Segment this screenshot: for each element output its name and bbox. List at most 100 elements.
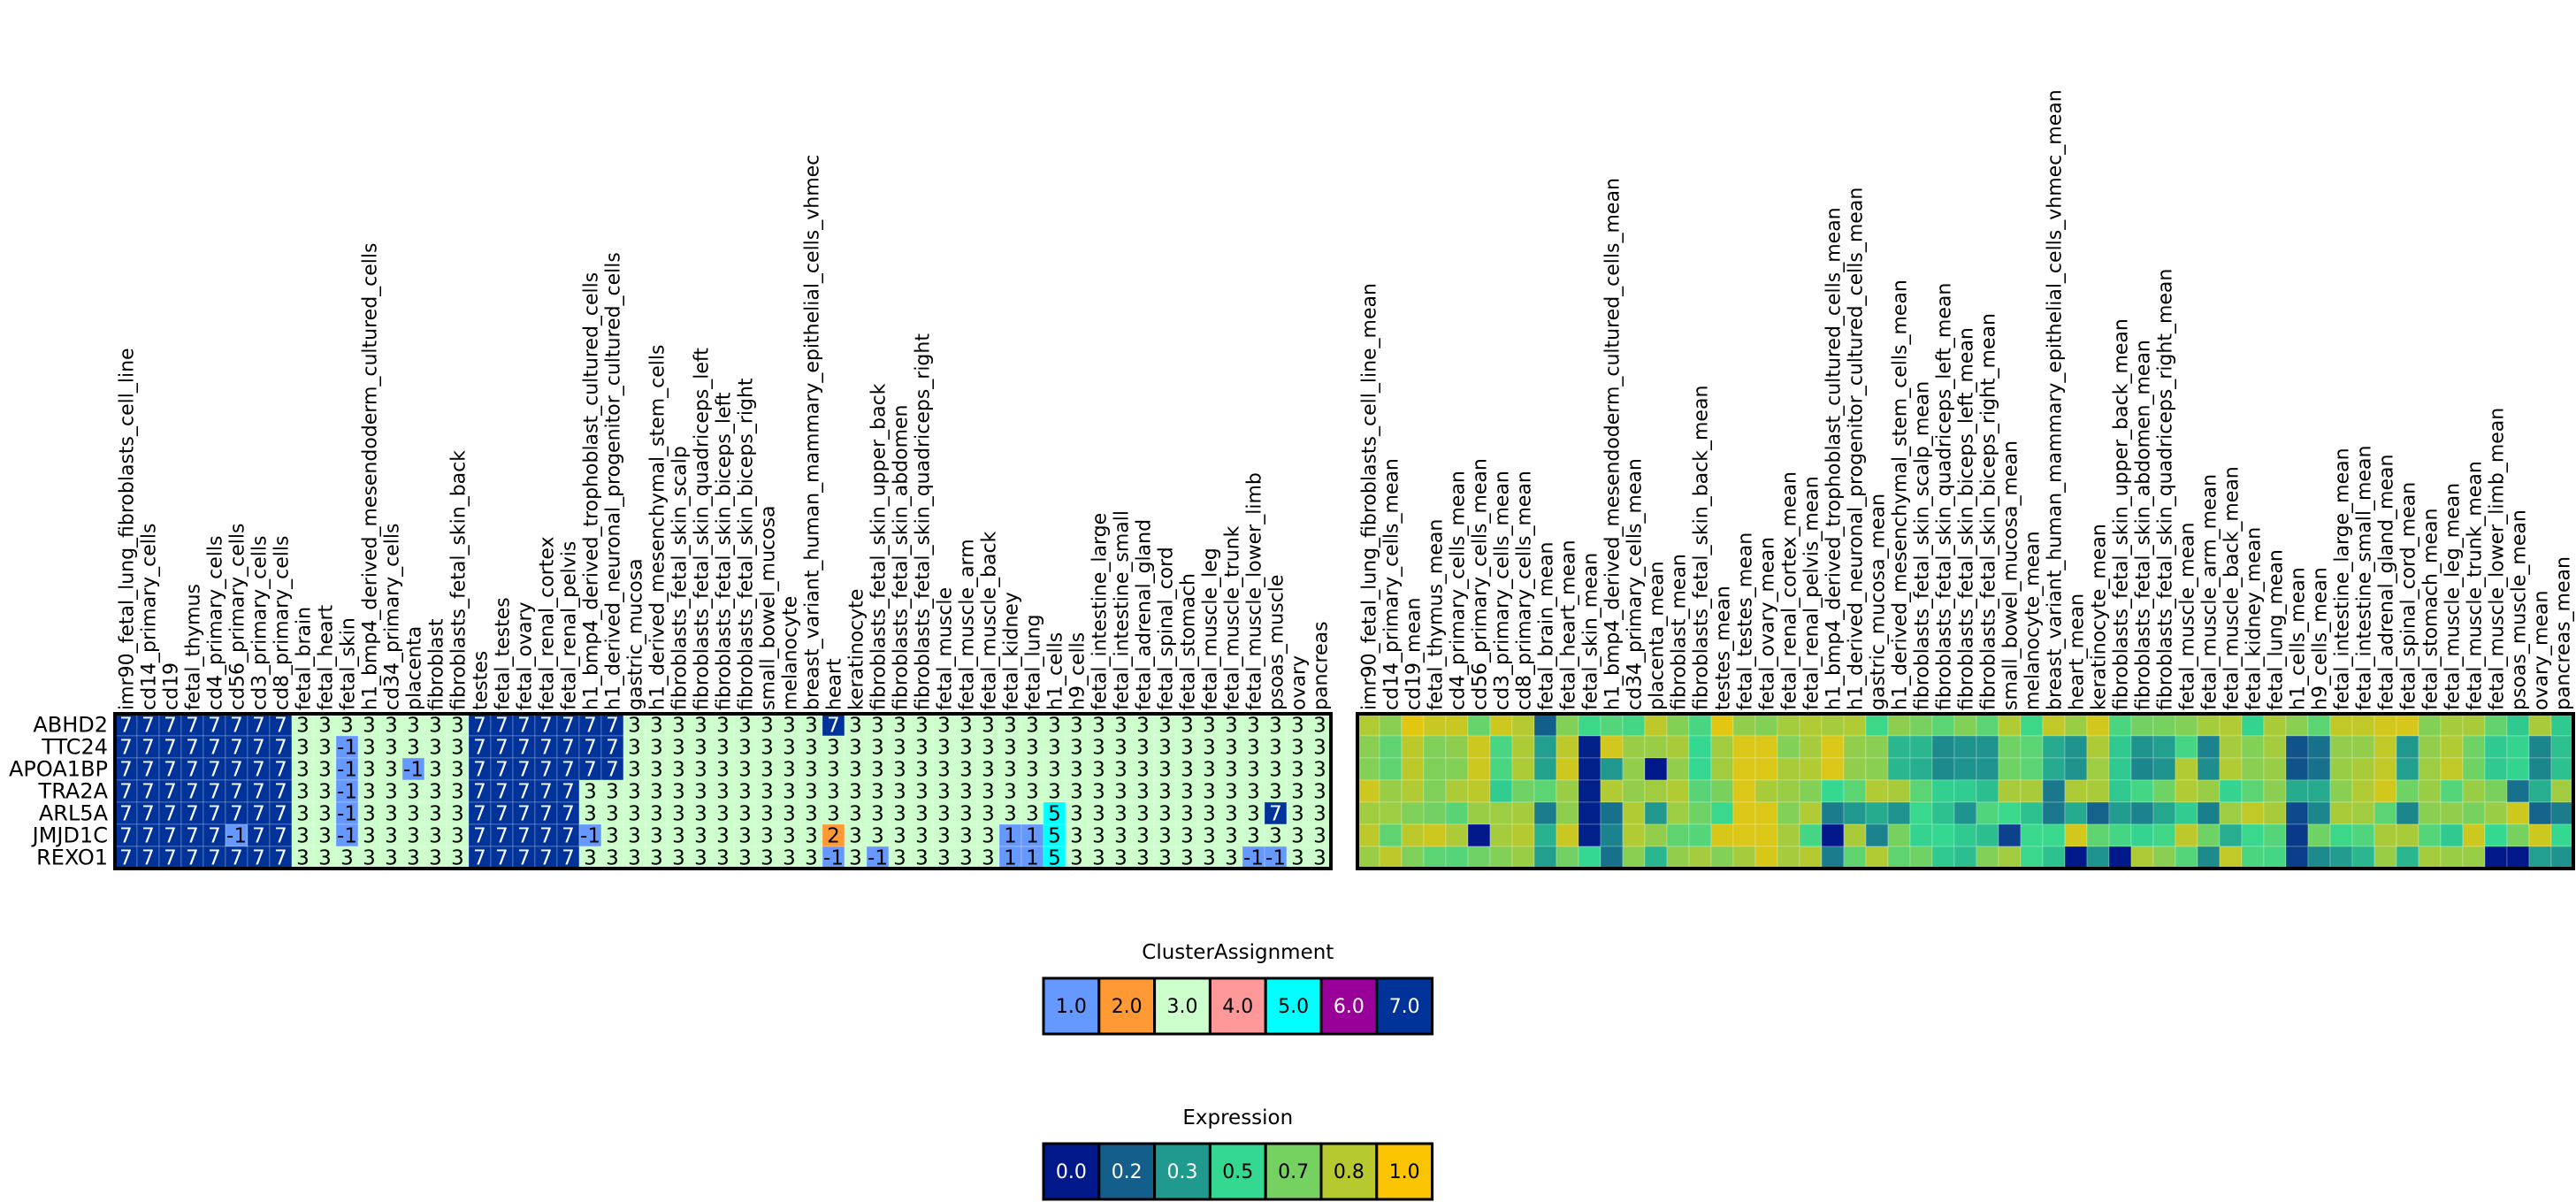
- heatmap-cell: [225, 846, 248, 869]
- cell-value: 3: [1181, 803, 1194, 826]
- heatmap-cell: [1821, 757, 1845, 781]
- heatmap-cell: [1732, 846, 1756, 869]
- cell-value: 7: [252, 781, 265, 804]
- heatmap-cell: [2130, 846, 2154, 869]
- cell-value: 3: [915, 847, 929, 870]
- cell-value: 3: [1114, 715, 1127, 738]
- cell-value: 7: [495, 737, 508, 760]
- cell-value: 3: [363, 715, 376, 738]
- column-label: fibroblasts_fetal_skin_biceps_right: [736, 378, 758, 710]
- column-label: small_bowel_mucosa: [758, 505, 780, 710]
- heatmap-cell: [2528, 801, 2552, 825]
- heatmap-cell: [910, 801, 934, 825]
- heatmap-cell: [2550, 801, 2574, 825]
- column-label: keratinocyte_mean: [2089, 524, 2111, 710]
- cell-value: 3: [1158, 781, 1172, 804]
- cell-value: 7: [230, 759, 243, 782]
- cell-value: 3: [849, 825, 862, 848]
- heatmap-cell: [2506, 757, 2530, 781]
- heatmap-cell: [2263, 846, 2287, 869]
- heatmap-cell: [1953, 823, 1977, 847]
- column-label: h1_bmp4_derived_trophoblast_cultured_cel…: [1823, 207, 1846, 710]
- cell-value: 3: [1136, 803, 1150, 826]
- cell-value: 3: [584, 847, 597, 870]
- cell-value: 3: [1004, 715, 1017, 738]
- cell-value: 3: [363, 803, 376, 826]
- cell-value: 3: [783, 737, 796, 760]
- cell-value: 3: [937, 803, 951, 826]
- cell-value: 3: [1136, 737, 1150, 760]
- heatmap-cell: [2064, 846, 2088, 869]
- heatmap-cell: [866, 757, 890, 781]
- cell-value: 7: [119, 847, 133, 870]
- column-label: cd4_primary_cells_mean: [1448, 471, 1470, 710]
- legend-label: 0.0: [1056, 1161, 1087, 1183]
- heatmap-cell: [2152, 713, 2176, 737]
- cell-value: 3: [1158, 825, 1172, 848]
- cell-value: 3: [1070, 803, 1083, 826]
- heatmap-border: [1356, 712, 2575, 870]
- cell-value: 3: [1225, 715, 1238, 738]
- heatmap-cell: [2020, 713, 2044, 737]
- heatmap-cell: [1887, 713, 1911, 737]
- cell-value: 3: [1092, 825, 1105, 848]
- heatmap-cell: [2329, 779, 2353, 803]
- heatmap-cell: [2329, 713, 2353, 737]
- cell-value: 3: [694, 825, 707, 848]
- cell-value: 3: [1136, 715, 1150, 738]
- heatmap-cell: [689, 846, 713, 869]
- heatmap-cell: [1445, 823, 1469, 847]
- heatmap-cell: [1131, 779, 1155, 803]
- cell-value: 3: [1203, 781, 1216, 804]
- cell-value: 7: [208, 715, 221, 738]
- heatmap-cell: [401, 735, 425, 759]
- cell-value: 3: [1048, 781, 1061, 804]
- cell-value: 3: [761, 715, 774, 738]
- cell-value: 7: [208, 781, 221, 804]
- heatmap-cell: [2418, 713, 2442, 737]
- column-label: heart: [824, 658, 846, 710]
- cell-value: 3: [716, 803, 730, 826]
- heatmap-cell: [2351, 713, 2375, 737]
- heatmap-cell: [1732, 801, 1756, 825]
- cell-value: 3: [1313, 847, 1326, 870]
- heatmap-cell: [1043, 801, 1066, 825]
- heatmap-cell: [2175, 801, 2198, 825]
- cell-value: 3: [959, 759, 973, 782]
- legend-swatch: [1153, 1142, 1212, 1201]
- cell-value: 3: [628, 737, 641, 760]
- cell-value: 7: [164, 737, 177, 760]
- cell-value: 3: [451, 737, 464, 760]
- cell-value: 7: [141, 715, 155, 738]
- heatmap-cell: [1153, 713, 1177, 737]
- heatmap-cell: [2440, 801, 2464, 825]
- column-label: fetal_ovary_mean: [1757, 537, 1779, 710]
- heatmap-cell: [1821, 713, 1845, 737]
- cell-value: 3: [805, 759, 818, 782]
- column-label: h1_bmp4_derived_mesendoderm_cultured_cel…: [360, 243, 382, 711]
- heatmap-cell: [866, 823, 890, 847]
- cell-value: 7: [827, 715, 840, 738]
- heatmap-cell: [1887, 757, 1911, 781]
- heatmap-cell: [1953, 713, 1977, 737]
- cluster-assignment-legend: ClusterAssignment 1.0 2.0 3.0 4.0 5.0 6.0 7.0: [1042, 941, 1434, 1036]
- cell-value: 7: [517, 781, 531, 804]
- cell-value: 3: [761, 847, 774, 870]
- heatmap-cell: [976, 735, 1000, 759]
- heatmap-cell: [998, 735, 1022, 759]
- cell-value: 7: [562, 737, 575, 760]
- heatmap-cell: [1242, 846, 1265, 869]
- heatmap-cell: [1445, 801, 1469, 825]
- cell-value: 3: [982, 781, 995, 804]
- cell-value: 3: [385, 737, 398, 760]
- heatmap-cell: [313, 713, 337, 737]
- heatmap-cell: [1754, 823, 1778, 847]
- cell-value: 1: [1026, 847, 1039, 870]
- cell-value: 3: [1004, 781, 1017, 804]
- cell-value: 7: [274, 715, 287, 738]
- heatmap-cell: [1688, 823, 1712, 847]
- heatmap-cell: [1379, 779, 1403, 803]
- heatmap-cell: [1998, 735, 2022, 759]
- cell-value: 3: [1313, 737, 1326, 760]
- heatmap-cell: [2020, 846, 2044, 869]
